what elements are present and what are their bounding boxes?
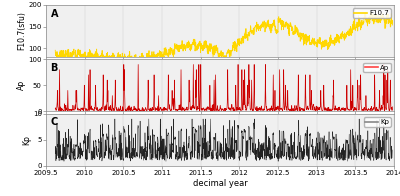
Text: A: A (50, 9, 58, 19)
Text: C: C (50, 117, 58, 127)
Text: B: B (50, 63, 58, 73)
Legend: Ap: Ap (363, 63, 390, 72)
Y-axis label: Kp: Kp (22, 135, 31, 145)
Y-axis label: Ap: Ap (17, 80, 26, 90)
X-axis label: decimal year: decimal year (193, 179, 247, 188)
Legend: F10.7: F10.7 (353, 8, 390, 18)
Legend: Kp: Kp (364, 117, 390, 127)
Y-axis label: F10.7(sfu): F10.7(sfu) (17, 11, 26, 50)
